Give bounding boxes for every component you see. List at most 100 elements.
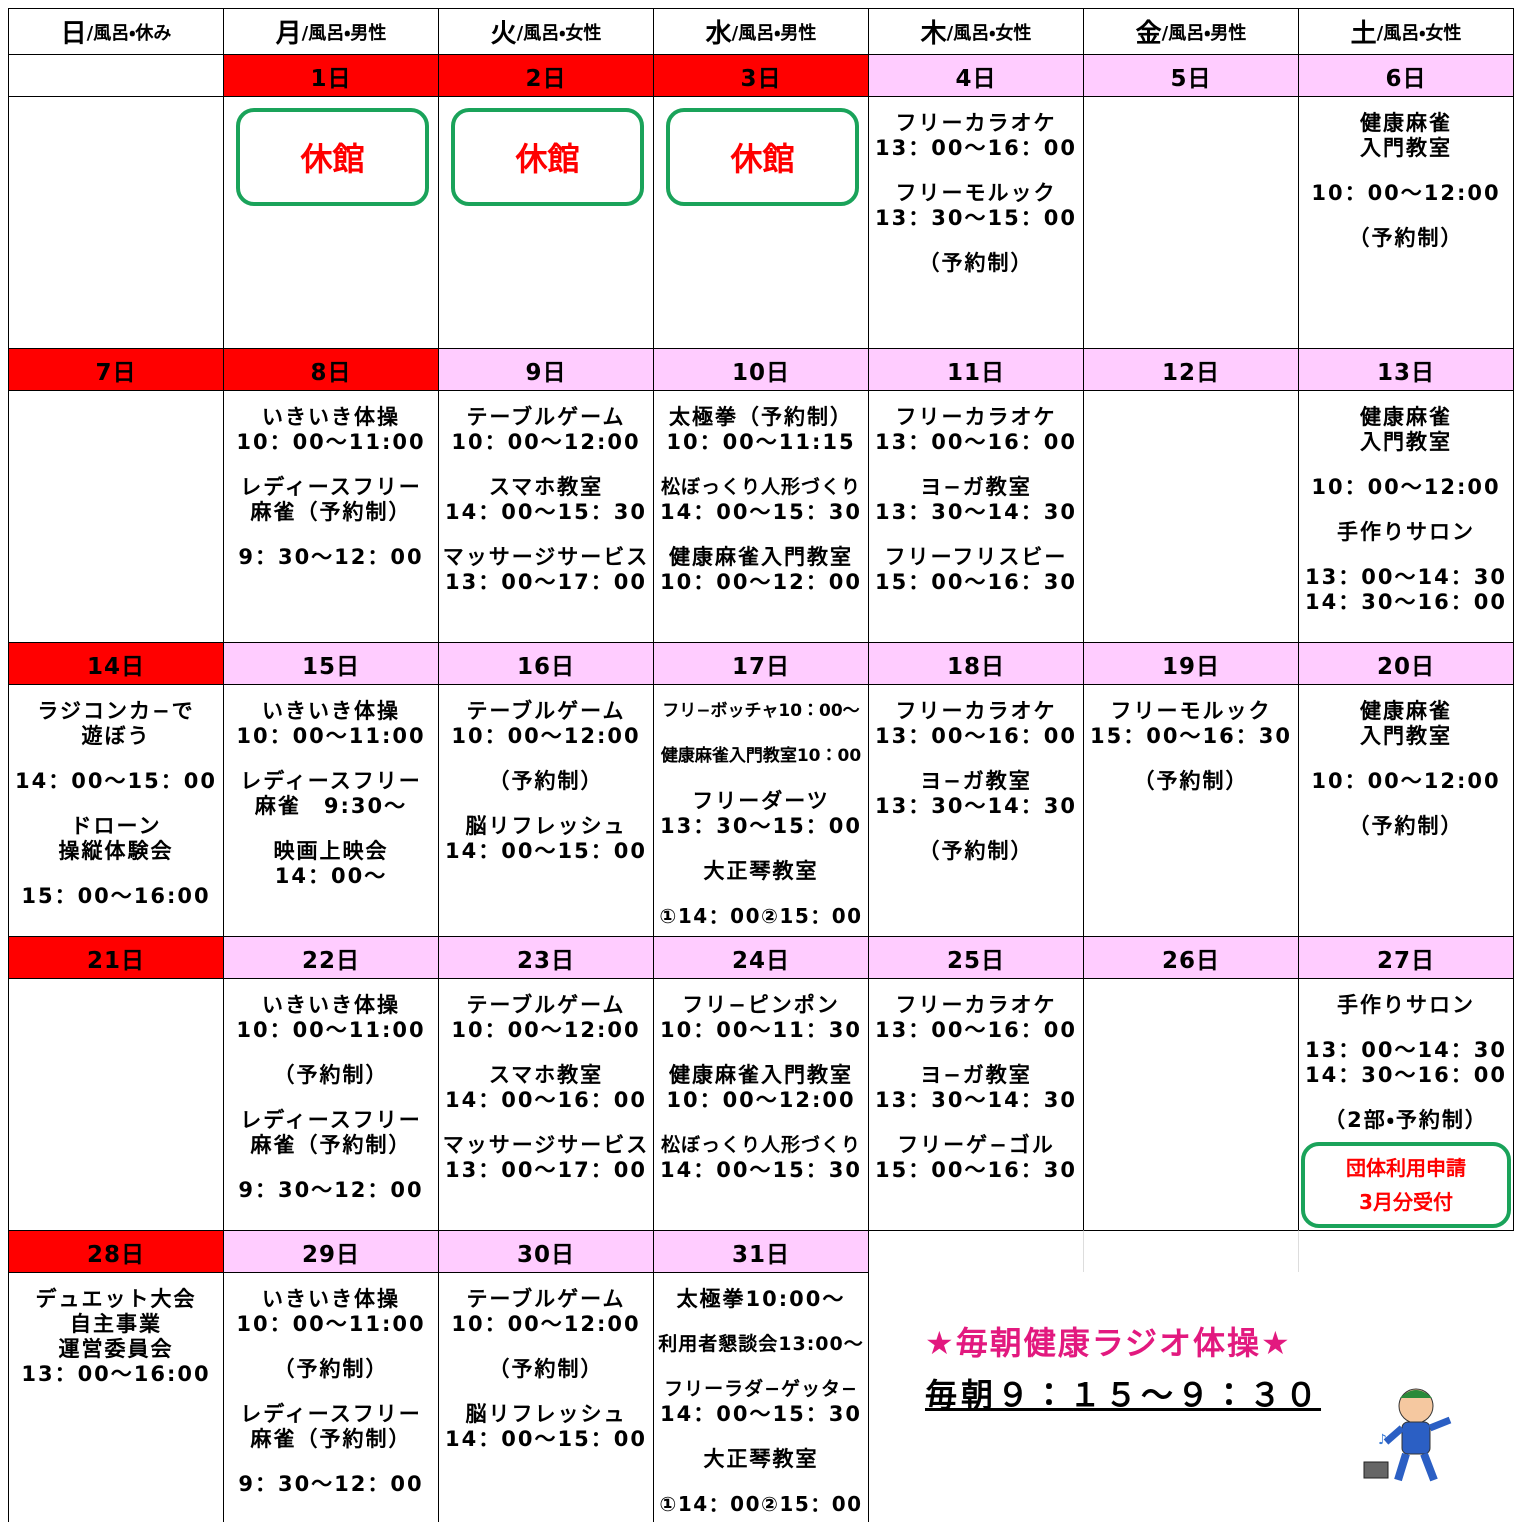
activity-line: （予約制） [918, 251, 1034, 275]
activity-line: 松ぼっくり人形づくり [660, 476, 861, 498]
activity: （予約制） [872, 251, 1080, 276]
activity: 10：00～12:00 [1302, 475, 1510, 500]
activity-line: 手作りサロン [1337, 520, 1475, 544]
illustration: ♪ [1363, 1388, 1452, 1482]
activity-line: テーブルゲーム [466, 405, 626, 429]
day-cell: いきいき体操 10：00～11:00 レディースフリー 麻雀 9:30～ 映画上映会 14… [223, 684, 439, 937]
activity-line: 10：00～11:00 [236, 724, 426, 748]
date-cell: 31日 [653, 1230, 869, 1273]
empty-date-cell [1298, 1230, 1514, 1272]
date-label: 28日 [86, 1241, 145, 1268]
day-cell: 太極拳10:00～ 利用者懇談会13:00～ フリーラダ−ゲッタ− 14：00～15：… [653, 1272, 869, 1522]
activity: ラジコンカ−で 遊ぼう [12, 699, 220, 749]
activity: ヨ−ガ教室 13：30～14：30 [872, 1063, 1080, 1113]
activity-line: 操縦体験会 [58, 839, 174, 863]
activity: 太極拳10:00～ [657, 1287, 865, 1312]
day-cell: 健康麻雀 入門教室 10：00～12:00 手作りサロン 13：00～14：30 14：3… [1298, 390, 1514, 643]
activity-line: 14：00～15：00 [445, 839, 647, 863]
activity: フリーフリスビー 15：00～16：30 [872, 545, 1080, 595]
activity: 松ぼっくり人形づくり 14：00～15：30 [657, 475, 865, 525]
activity: 健康麻雀 入門教室 [1302, 699, 1510, 749]
badge: 休館 [451, 108, 644, 206]
activity-line: 14：00～15：30 [660, 500, 862, 524]
activity-line: 入門教室 [1360, 430, 1452, 454]
activity-line: 10：00～12:00 [1311, 769, 1501, 793]
activity: フリーラダ−ゲッタ− 14：00～15：30 [657, 1377, 865, 1427]
activity-line: 9：30～12：00 [238, 1472, 424, 1496]
date-cell: 5日 [1083, 54, 1299, 97]
date-label: 21日 [86, 947, 145, 974]
activity: 松ぼっくり人形づくり 14：00～15：30 [657, 1133, 865, 1183]
day-cell: フリーカラオケ 13：00～16：00 フリーモルック 13：30～15：00 （予約制… [868, 96, 1084, 349]
activity: 脳リフレッシュ 14：00～15：00 [442, 814, 650, 864]
activity: フリ−ボッチャ10：00～ [657, 699, 865, 724]
activity-line: 太極拳10:00～ [676, 1287, 846, 1311]
activity: ドローン 操縦体験会 [12, 814, 220, 864]
activity-line: 麻雀（予約制） [250, 500, 412, 524]
weekday: 水 [705, 19, 732, 49]
weekday-header: 土/風呂・女性 [1298, 8, 1514, 55]
activity-line: ヨ−ガ教室 [920, 475, 1032, 499]
activity: レディースフリー 麻雀（予約制） [227, 1108, 435, 1158]
day-cell: いきいき体操 10：00～11:00 （予約制） レディースフリー 麻雀（予約制） 9：3… [223, 1272, 439, 1522]
activity-line: 15：00～16：30 [875, 570, 1077, 594]
day-cell: テーブルゲーム 10：00～12:00 スマホ教室 14：00～15：30 マッサージサ… [438, 390, 654, 643]
badge-text: 休館 [300, 140, 365, 178]
activity-line: フリーゲ−ゴル [897, 1133, 1055, 1157]
badge-text: 休館 [730, 140, 795, 178]
date-label: 16日 [516, 653, 575, 680]
activity-line: 麻雀 9:30～ [254, 794, 408, 818]
activity: フリーカラオケ 13：00～16：00 [872, 111, 1080, 161]
activity-line: 14：00～15：30 [445, 500, 647, 524]
date-cell: 14日 [8, 642, 224, 685]
activity: 10：00～12:00 [1302, 181, 1510, 206]
date-cell: 30日 [438, 1230, 654, 1273]
activity: 13：00～14：30 14：30～16：00 [1302, 565, 1510, 615]
activity: いきいき体操 10：00～11:00 [227, 405, 435, 455]
activity-line: 手作りサロン [1337, 993, 1475, 1017]
activity-line: 10：00～12:00 [451, 1018, 641, 1042]
date-cell: 20日 [1298, 642, 1514, 685]
activity: 映画上映会 14：00～ [227, 839, 435, 889]
day-cell [1083, 390, 1299, 643]
day-cell: フリーモルック 15：00～16：30 （予約制） [1083, 684, 1299, 937]
date-label: 17日 [731, 653, 790, 680]
activity-line: 10：00～12:00 [666, 1088, 856, 1112]
weekday-header: 金/風呂・男性 [1083, 8, 1299, 55]
day-cell: フリ−ピンポン 10：00～11：30 健康麻雀入門教室 10：00～12:00 松ぼっ… [653, 978, 869, 1231]
weekday-note: /風呂・男性 [301, 22, 387, 44]
date-cell: 12日 [1083, 348, 1299, 391]
activity-line: 14：30～16：00 [1305, 590, 1507, 614]
activity: ①14：00②15：00 [657, 1492, 865, 1517]
activity-line: ヨ−ガ教室 [920, 1063, 1032, 1087]
empty-date-cell [1083, 1230, 1299, 1272]
activity-line: 自主事業 [70, 1312, 162, 1336]
activity-line: いきいき体操 [262, 699, 400, 723]
activity-line: 10：00～11:00 [236, 1312, 426, 1336]
activity: テーブルゲーム 10：00～12:00 [442, 1287, 650, 1337]
date-cell: 21日 [8, 936, 224, 979]
activity: 10：00～12:00 [1302, 769, 1510, 794]
day-cell [1083, 96, 1299, 349]
activity: スマホ教室 14：00～15：30 [442, 475, 650, 525]
activity: （予約制） [442, 769, 650, 794]
date-label: 6日 [1385, 65, 1427, 92]
activity-line: 脳リフレッシュ [465, 814, 627, 838]
activity-line: ①14：00②15：00 [659, 1492, 863, 1516]
date-label: 27日 [1376, 947, 1435, 974]
activity: レディースフリー 麻雀（予約制） [227, 475, 435, 525]
date-cell: 15日 [223, 642, 439, 685]
day-cell [8, 978, 224, 1231]
activity-line: テーブルゲーム [466, 993, 626, 1017]
activity: テーブルゲーム 10：00～12:00 [442, 699, 650, 749]
activity: フリーモルック 15：00～16：30 [1087, 699, 1295, 749]
activity-line: 利用者懇談会13:00～ [658, 1333, 864, 1355]
date-label: 18日 [946, 653, 1005, 680]
date-label: 5日 [1170, 65, 1212, 92]
activity-line: 入門教室 [1360, 136, 1452, 160]
notice-title: ★毎朝健康ラジオ体操★ [925, 1324, 1292, 1362]
date-label: 23日 [516, 947, 575, 974]
activity-line: 13：30～15：00 [660, 814, 862, 838]
activity: 太極拳（予約制） 10：00～11:15 [657, 405, 865, 455]
activity-line: マッサージサービス [442, 545, 650, 569]
